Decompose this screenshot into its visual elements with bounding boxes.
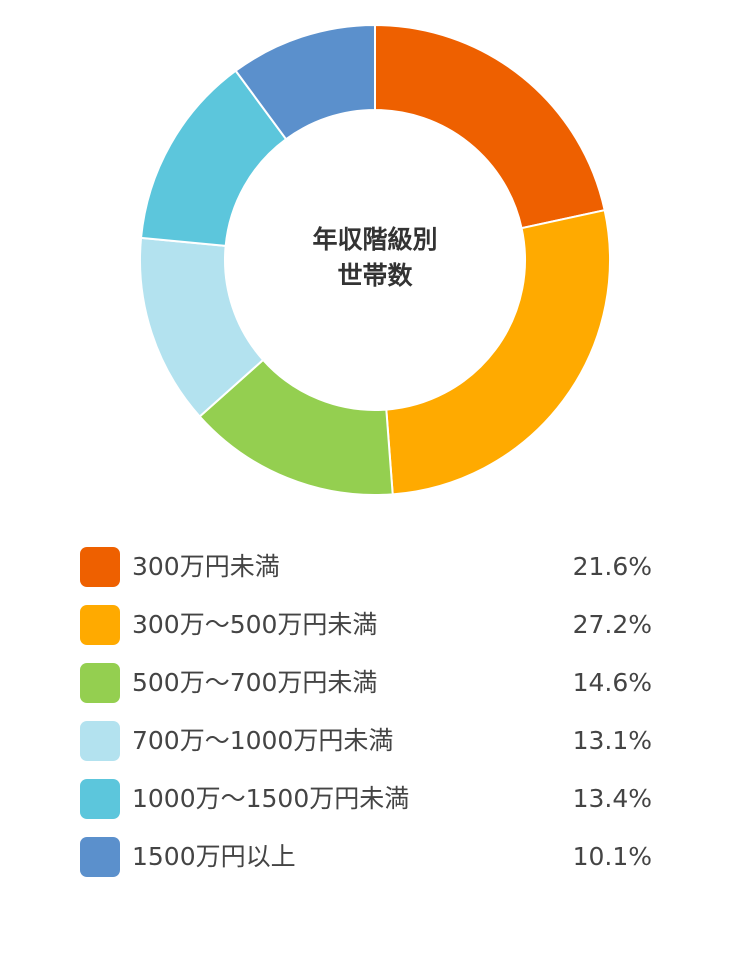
donut-slice (385, 208, 611, 496)
legend-value: 13.4% (572, 784, 652, 813)
legend-swatch (80, 779, 120, 819)
legend-value: 14.6% (572, 668, 652, 697)
chart-title-line-2: 世帯数 (337, 261, 413, 290)
legend-value: 13.1% (572, 726, 652, 755)
legend-label: 700万～1000万円未満 (132, 726, 394, 755)
legend-value: 27.2% (572, 610, 652, 639)
legend-label: 300万～500万円未満 (132, 610, 378, 639)
legend-item: 700万～1000万円未満 13.1% (80, 721, 652, 761)
legend-label: 300万円未満 (132, 552, 280, 581)
legend-swatch (80, 547, 120, 587)
legend-value: 21.6% (572, 552, 652, 581)
legend-item: 500万～700万円未満 14.6% (80, 663, 652, 703)
legend-swatch (80, 837, 120, 877)
legend-swatch (80, 721, 120, 761)
legend-swatch (80, 605, 120, 645)
chart-title-line-1: 年収階級別 (312, 225, 438, 254)
chart-title: 年収階級別 世帯数 (275, 222, 475, 294)
legend-label: 500万～700万円未満 (132, 668, 378, 697)
legend-item: 1500万円以上 10.1% (80, 837, 652, 877)
legend-value: 10.1% (572, 842, 652, 871)
legend-label: 1500万円以上 (132, 842, 296, 871)
donut-slice (234, 23, 376, 141)
donut-chart (139, 23, 611, 496)
legend: 300万円未満 21.6% 300万～500万円未満 27.2% 500万～70… (80, 547, 652, 895)
legend-item: 300万～500万円未満 27.2% (80, 605, 652, 645)
donut-slice (374, 23, 606, 230)
legend-item: 300万円未満 21.6% (80, 547, 652, 587)
legend-swatch (80, 663, 120, 703)
legend-label: 1000万～1500万円未満 (132, 784, 410, 813)
legend-item: 1000万～1500万円未満 13.4% (80, 779, 652, 819)
